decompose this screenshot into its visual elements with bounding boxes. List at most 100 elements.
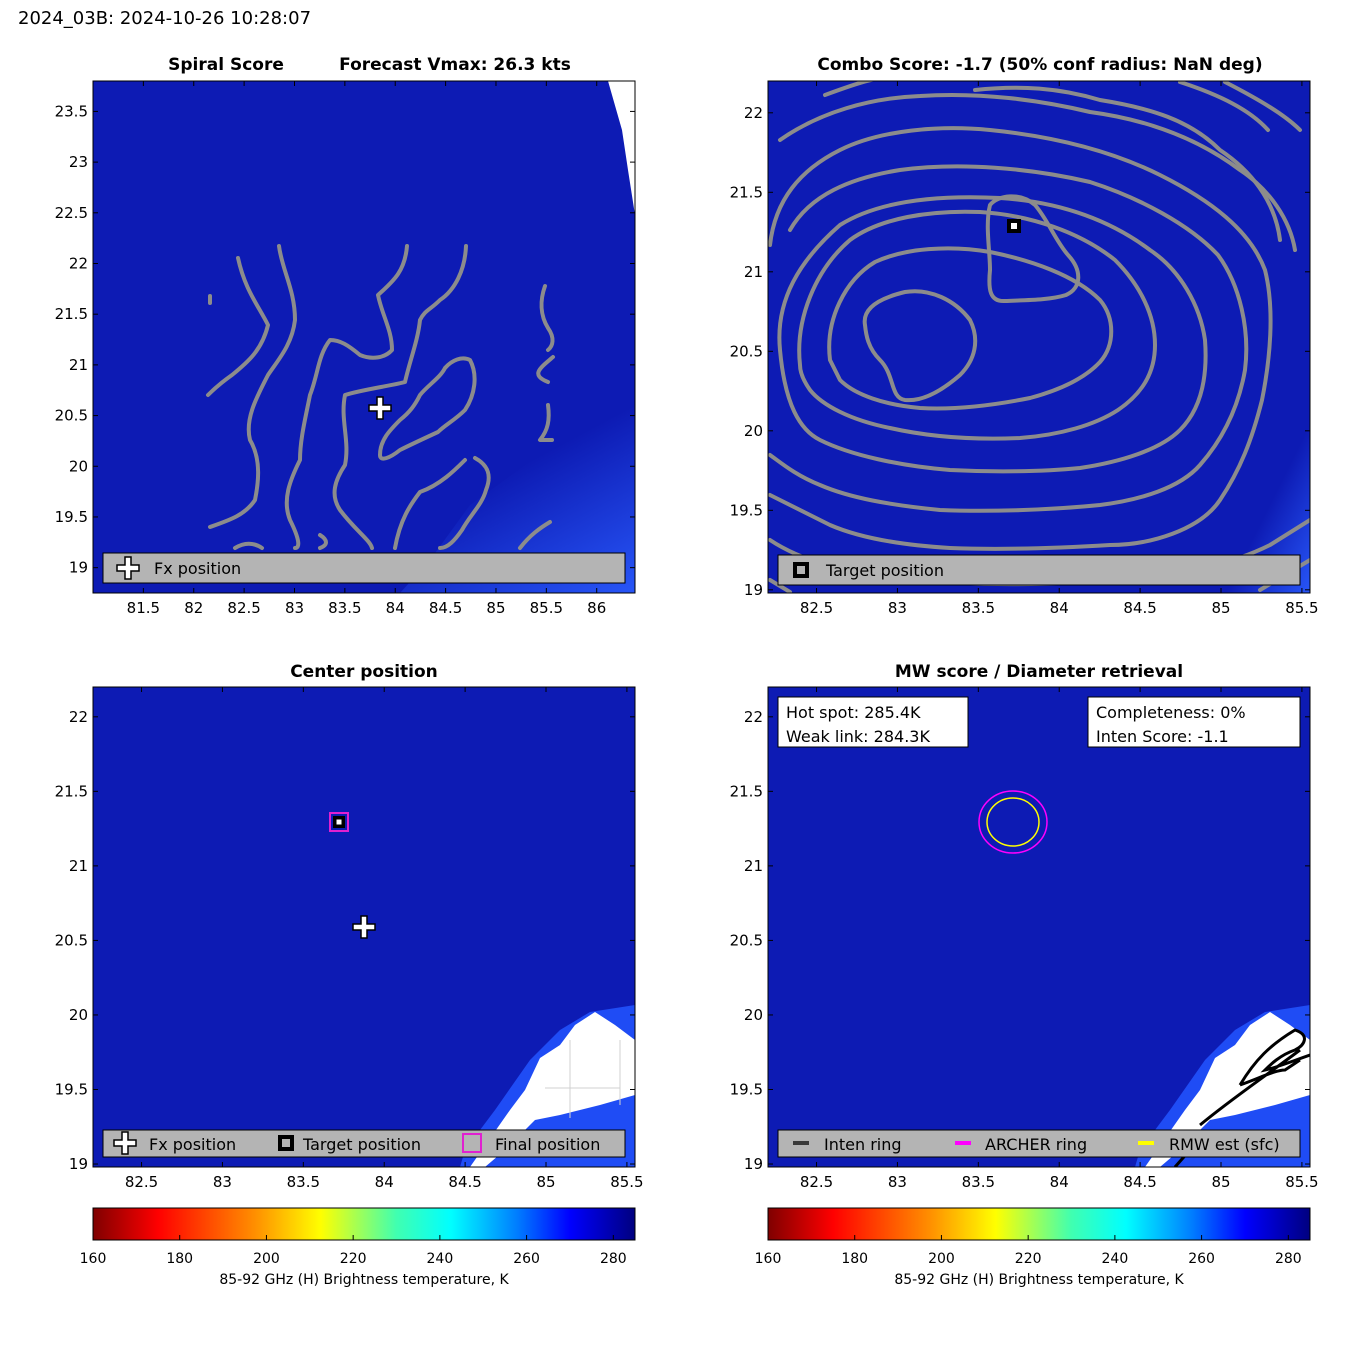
center-legend: Fx position Target position Final positi… [102, 1129, 626, 1158]
center-ytick-label: 20.5 [55, 931, 88, 949]
center-xtick-label: 83 [213, 1173, 232, 1191]
target-legend-icon [278, 1135, 294, 1151]
mw-ytick-label: 21.5 [730, 782, 763, 800]
combo-ytick-label: 19.5 [730, 501, 763, 519]
mw-panel: MW score / Diameter retrieval Hot spot: … [730, 662, 1319, 1191]
combo-legend-target: Target position [825, 561, 944, 580]
fx-legend-icon [113, 1131, 137, 1155]
center-missing-data [470, 1012, 635, 1167]
colorbar-tick-label: 180 [841, 1251, 868, 1267]
inten-score-text: Inten Score: -1.1 [1096, 727, 1229, 746]
mw-title: MW score / Diameter retrieval [895, 662, 1183, 682]
weak-link-text: Weak link: 284.3K [786, 727, 930, 746]
mw-legend-inten: Inten ring [824, 1135, 902, 1154]
mw-rmw-ring [986, 797, 1040, 847]
mw-xtick-label: 85 [1211, 1173, 1230, 1191]
combo-ytick-label: 19 [744, 581, 763, 599]
center-xtick-label: 84.5 [448, 1173, 481, 1191]
colorbar-tick-label: 240 [427, 1251, 454, 1267]
center-title: Center position [290, 662, 438, 682]
spiral-ytick-label: 20.5 [55, 407, 88, 425]
mw-legend-archer: ARCHER ring [985, 1135, 1087, 1154]
center-legend-target: Target position [302, 1135, 421, 1154]
mw-xtick-label: 83.5 [962, 1173, 995, 1191]
spiral-xtick-label: 84.5 [429, 599, 462, 617]
spiral-ytick-label: 21.5 [55, 305, 88, 323]
center-target-marker [333, 816, 345, 828]
spiral-xtick-label: 81.5 [127, 599, 160, 617]
spiral-xtick-label: 82.5 [227, 599, 260, 617]
colorbar-tick-label: 260 [513, 1251, 540, 1267]
combo-xtick-label: 83 [888, 599, 907, 617]
spiral-title: Spiral Score [168, 55, 284, 75]
center-xtick-label: 85 [536, 1173, 555, 1191]
mw-legend-rmw: RMW est (sfc) [1169, 1135, 1280, 1154]
combo-xtick-label: 82.5 [800, 599, 833, 617]
colorbar-tick-label: 200 [928, 1251, 955, 1267]
colorbar-tick-label: 240 [1102, 1251, 1129, 1267]
spiral-xtick-label: 85.5 [530, 599, 563, 617]
spiral-legend-fx: Fx position [154, 559, 241, 578]
center-legend-fx: Fx position [149, 1135, 236, 1154]
center-ytick-label: 20 [69, 1006, 88, 1024]
spiral-ytick-label: 23 [69, 153, 88, 171]
center-final-marker [329, 812, 349, 832]
center-xtick-label: 83.5 [287, 1173, 320, 1191]
combo-ytick-label: 20.5 [730, 342, 763, 360]
spiral-xtick-label: 85 [486, 599, 505, 617]
combo-ytick-label: 20 [744, 422, 763, 440]
spiral-ytick-label: 20 [69, 457, 88, 475]
colorbar-left: 160 180 200 220 240 260 280 85-92 GHz (H) Brig… [80, 1207, 636, 1288]
center-xtick-label: 84 [375, 1173, 394, 1191]
mw-ytick-label: 20 [744, 1006, 763, 1024]
combo-title: Combo Score: -1.7 (50% conf radius: NaN … [817, 55, 1262, 75]
mw-ytick-label: 19.5 [730, 1080, 763, 1098]
mw-xtick-label: 82.5 [800, 1173, 833, 1191]
combo-ytick-label: 21 [744, 263, 763, 281]
mw-ytick-label: 19 [744, 1155, 763, 1173]
combo-xtick-label: 85 [1211, 599, 1230, 617]
spiral-xtick-label: 83.5 [328, 599, 361, 617]
spiral-xtick-label: 84 [386, 599, 405, 617]
center-ytick-label: 19.5 [55, 1080, 88, 1098]
center-ytick-label: 19 [69, 1155, 88, 1173]
spiral-ytick-label: 22 [69, 254, 88, 272]
mw-axes: 82.5 83 83.5 84 84.5 85 85.5 19 19.5 20 20.5 21 21.5… [730, 687, 1319, 1191]
mw-archer-ring [978, 790, 1048, 854]
spiral-panel: Spiral Score Forecast Vmax: 26.3 kts [55, 55, 636, 617]
spiral-fx-marker [368, 396, 392, 420]
center-xtick-label: 82.5 [125, 1173, 158, 1191]
spiral-warm-region [93, 400, 635, 593]
spiral-xtick-label: 82 [184, 599, 203, 617]
mw-legend: Inten ring ARCHER ring RMW est (sfc) [777, 1129, 1301, 1158]
spiral-ytick-label: 19.5 [55, 508, 88, 526]
spiral-legend: Fx position [102, 552, 626, 584]
spiral-contours [206, 244, 555, 550]
colorbar-tick-label: 220 [340, 1251, 367, 1267]
completeness-text: Completeness: 0% [1096, 703, 1246, 722]
figure-title: 2024_03B: 2024-10-26 10:28:07 [18, 8, 312, 29]
colorbar-tick-label: 160 [755, 1251, 782, 1267]
colorbar-right: 160 180 200 220 240 260 280 85-92 GHz (H) Brig… [755, 1207, 1311, 1288]
spiral-ytick-label: 23.5 [55, 102, 88, 120]
center-panel: Center position Fx position [55, 662, 644, 1191]
mw-xtick-label: 85.5 [1285, 1173, 1318, 1191]
colorbar-tick-label: 220 [1015, 1251, 1042, 1267]
center-xtick-label: 85.5 [610, 1173, 643, 1191]
fx-legend-icon [116, 556, 140, 580]
colorbar-tick-label: 160 [80, 1251, 107, 1267]
final-legend-icon [462, 1133, 482, 1153]
mw-inten-ring [1173, 1028, 1310, 1167]
center-fx-marker [352, 915, 376, 939]
center-axes: 82.5 83 83.5 84 84.5 85 85.5 19 19.5 20 20.5 21 21.5… [55, 687, 644, 1191]
center-ytick-label: 22 [69, 708, 88, 726]
colorbar-left-ticks: 160 180 200 220 240 260 280 [80, 1235, 627, 1267]
center-ytick-label: 21 [69, 857, 88, 875]
combo-xtick-label: 84 [1050, 599, 1069, 617]
mw-xtick-label: 84.5 [1123, 1173, 1156, 1191]
spiral-vmax-title: Forecast Vmax: 26.3 kts [339, 55, 571, 75]
spiral-xtick-label: 83 [285, 599, 304, 617]
combo-xtick-label: 83.5 [962, 599, 995, 617]
colorbar-right-label: 85-92 GHz (H) Brightness temperature, K [894, 1272, 1184, 1288]
